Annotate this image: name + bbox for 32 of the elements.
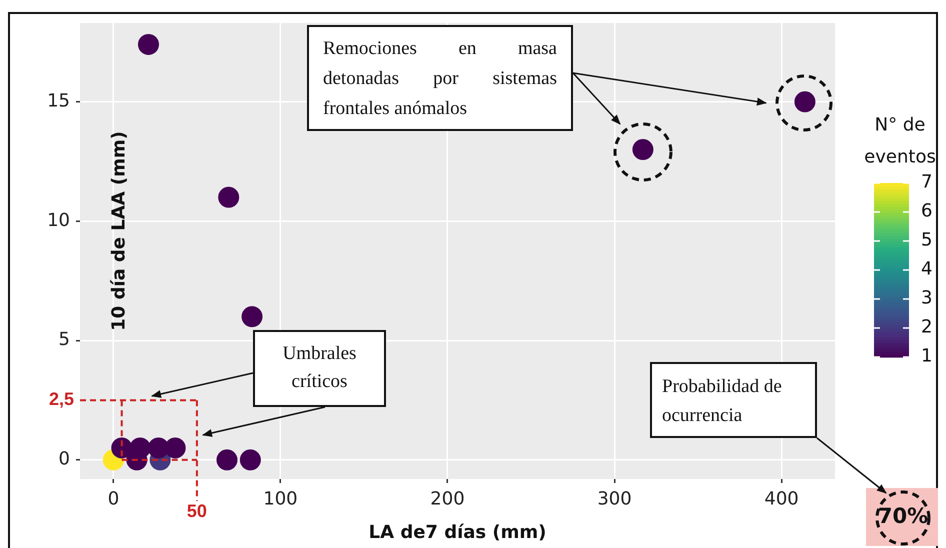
color-bar-label: 5 (921, 230, 932, 251)
y-tick-label: 5 (58, 329, 70, 350)
x-tick-label: 0 (108, 488, 120, 510)
y-tick-label: 0 (58, 448, 70, 470)
point (216, 449, 238, 470)
ref-line-label: 2,5 (48, 389, 74, 410)
text: 70% (876, 504, 930, 528)
x-tick-label: 100 (263, 488, 298, 510)
color-bar-label: 2 (921, 316, 932, 338)
y-axis-title: 10 día de LAA (mm) (108, 131, 130, 331)
annotation: Probabilidad de ocurrencia (650, 362, 817, 438)
x-axis-title: LA de7 días (mm) (368, 522, 546, 543)
point (240, 449, 261, 470)
y-tick-label: 10 (47, 210, 70, 231)
point (130, 437, 151, 458)
color-bar-title: N° de eventos (864, 114, 936, 168)
color-bar-label: 7 (921, 172, 932, 193)
x-tick-label: 200 (430, 488, 465, 510)
x-tick-label: 300 (597, 488, 632, 510)
color-bar-label: 3 (921, 288, 932, 309)
y-tick-label: 15 (47, 90, 70, 112)
ref-line-label: 50 (186, 500, 207, 521)
annotation: Umbrales críticos (253, 330, 386, 407)
point (242, 306, 263, 328)
point (138, 34, 159, 55)
color-bar-label: 1 (921, 346, 932, 367)
annotation: Remociones en masa detonadas por sistemas frontales anómalos (307, 25, 573, 131)
color-bar-label: 6 (921, 200, 932, 222)
x-tick-label: 400 (764, 488, 799, 510)
point (164, 437, 186, 458)
point (218, 186, 240, 208)
color-bar-label: 4 (921, 258, 932, 280)
